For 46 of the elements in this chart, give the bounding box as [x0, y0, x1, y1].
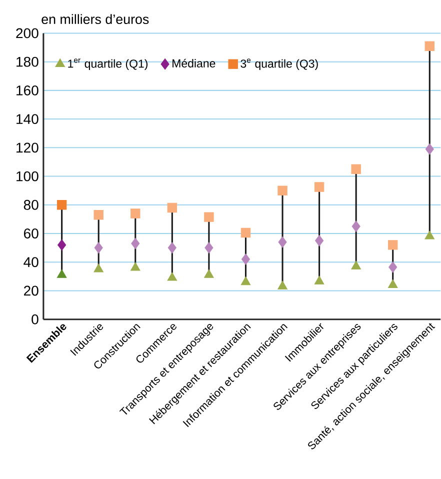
- y-tick-label: 140: [16, 114, 39, 124]
- point: [315, 235, 324, 246]
- point: [388, 262, 398, 273]
- legend-label: 3$^{e}$ quartile (Q3): [240, 58, 318, 70]
- point: [314, 182, 324, 192]
- point: [168, 242, 177, 254]
- y-tick-label: 80: [24, 200, 39, 210]
- point: [58, 239, 66, 251]
- point: [204, 269, 214, 278]
- y-tick-label: 180: [16, 56, 39, 67]
- point: [167, 272, 178, 281]
- point: [278, 280, 288, 290]
- y-tick-label: 100: [16, 171, 39, 182]
- point: [204, 212, 214, 222]
- y-tick-label: 60: [24, 228, 39, 238]
- point: [241, 228, 251, 238]
- point: [424, 41, 435, 51]
- point: [242, 254, 250, 265]
- point: [278, 236, 287, 248]
- point: [204, 242, 214, 254]
- point: [57, 269, 67, 278]
- point: [94, 210, 104, 220]
- y-tick-label: 0: [32, 314, 39, 324]
- y-tick-label: 200: [16, 28, 39, 38]
- legend-label: Médiane: [172, 58, 216, 68]
- point: [57, 200, 67, 210]
- y-tick-label: 20: [24, 286, 39, 296]
- y-axis-title: en milliers d’euros: [42, 14, 149, 24]
- y-tick-label: 40: [24, 257, 39, 268]
- point: [131, 238, 140, 250]
- y-tick-label: 120: [16, 142, 39, 153]
- point: [278, 186, 288, 196]
- point: [388, 240, 398, 250]
- point: [94, 242, 104, 254]
- point: [352, 220, 361, 232]
- point: [167, 202, 178, 213]
- point: [130, 208, 140, 218]
- point: [351, 164, 362, 174]
- point: [388, 279, 398, 288]
- y-tick-label: 160: [16, 85, 39, 96]
- point: [94, 264, 104, 272]
- legend-label: 1$^{er}$ quartile (Q1): [68, 58, 148, 70]
- point: [314, 276, 324, 284]
- point: [351, 260, 362, 270]
- point: [130, 262, 140, 271]
- point: [240, 276, 251, 286]
